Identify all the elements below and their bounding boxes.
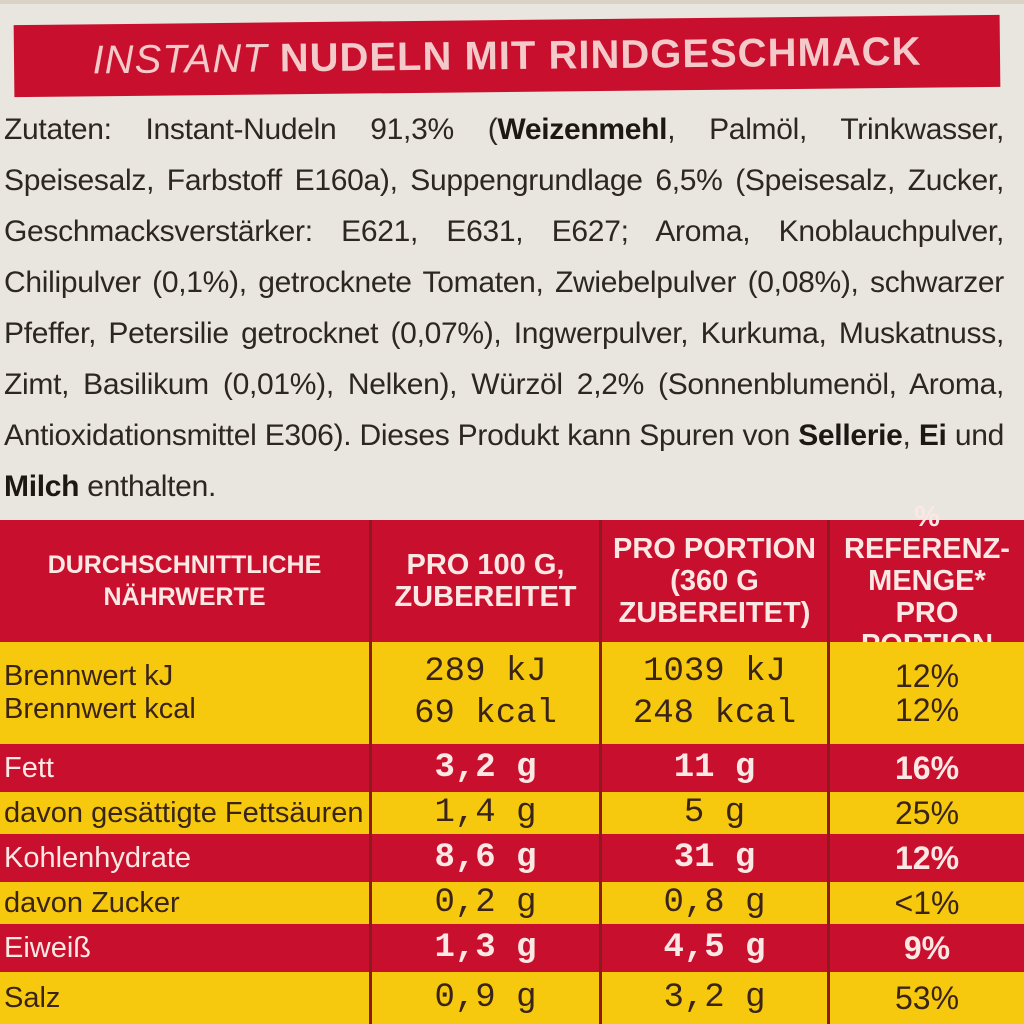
allergen-celery: Sellerie bbox=[798, 419, 903, 452]
row-sugar-label: davon Zucker bbox=[0, 882, 372, 924]
header-per-100g: PRO 100 g, ZUBEREITET bbox=[372, 520, 602, 642]
row-carbs-per100: 8,6 g bbox=[372, 834, 602, 882]
ingredients-part: und bbox=[946, 419, 1004, 452]
ingredients-part: , Palmöl, Trinkwasser, Speisesalz, Farbs… bbox=[4, 113, 1004, 452]
row-satfat-portion: 5 g bbox=[602, 792, 830, 834]
package-edge bbox=[0, 0, 1024, 4]
nutrition-table: DURCHSCHNITTLICHE NÄHRWERTE PRO 100 g, Z… bbox=[0, 501, 1024, 1024]
row-energy-label: Brennwert kJ Brennwert kcal bbox=[0, 642, 372, 744]
ingredients-part: , bbox=[902, 419, 919, 452]
row-protein-label: Eiweiß bbox=[0, 924, 372, 972]
energy-kj-portion: 1039 kJ bbox=[643, 653, 786, 691]
header-reference: % REFERENZ-MENGE* PRO PORTION bbox=[830, 501, 1024, 661]
energy-kcal-ref: 12% bbox=[894, 692, 960, 728]
row-fat-per100: 3,2 g bbox=[372, 744, 602, 792]
product-title-banner: INSTANT NUDELN MIT RINDGESCHMACK bbox=[13, 14, 1001, 98]
title-main: NUDELN MIT RINDGESCHMACK bbox=[279, 29, 922, 80]
energy-kcal-portion: 248 kcal bbox=[632, 695, 797, 733]
row-satfat-ref: 25% bbox=[830, 792, 1024, 834]
allergen-wheat: Weizenmehl bbox=[497, 113, 668, 146]
ingredients-text: Zutaten: Instant-Nudeln 91,3% (Weizenmeh… bbox=[4, 104, 1004, 512]
row-satfat-label: davon gesättigte Fettsäuren bbox=[0, 792, 372, 834]
row-protein-per100: 1,3 g bbox=[372, 924, 602, 972]
title-prefix: INSTANT bbox=[92, 36, 268, 82]
header-nutrients: DURCHSCHNITTLICHE NÄHRWERTE bbox=[0, 520, 372, 642]
energy-kj-label: Brennwert kJ bbox=[4, 660, 174, 692]
row-fat-portion: 11 g bbox=[602, 744, 830, 792]
row-carbs-portion: 31 g bbox=[602, 834, 830, 882]
row-salt-per100: 0,9 g bbox=[372, 972, 602, 1024]
allergen-milk: Milch bbox=[4, 470, 80, 503]
row-satfat-per100: 1,4 g bbox=[372, 792, 602, 834]
row-carbs-label: Kohlenhydrate bbox=[0, 834, 372, 882]
energy-kj-ref: 12% bbox=[894, 658, 960, 694]
header-per-portion: PRO PORTION (360 g ZUBEREITET) bbox=[602, 520, 830, 642]
row-energy-ref: 12% 12% bbox=[830, 642, 1024, 744]
row-sugar-ref: <1% bbox=[830, 882, 1024, 924]
row-sugar-portion: 0,8 g bbox=[602, 882, 830, 924]
row-salt-ref: 53% bbox=[830, 972, 1024, 1024]
row-energy-portion: 1039 kJ 248 kcal bbox=[602, 642, 830, 744]
row-protein-portion: 4,5 g bbox=[602, 924, 830, 972]
row-salt-label: Salz bbox=[0, 972, 372, 1024]
row-carbs-ref: 12% bbox=[830, 834, 1024, 882]
allergen-egg: Ei bbox=[918, 419, 947, 452]
ingredients-part: Zutaten: Instant-Nudeln 91,3% ( bbox=[4, 113, 498, 146]
row-fat-ref: 16% bbox=[830, 744, 1024, 792]
energy-kcal-per100: 69 kcal bbox=[414, 695, 557, 733]
row-fat-label: Fett bbox=[0, 744, 372, 792]
row-salt-portion: 3,2 g bbox=[602, 972, 830, 1024]
row-sugar-per100: 0,2 g bbox=[372, 882, 602, 924]
energy-kj-per100: 289 kJ bbox=[424, 653, 547, 691]
row-energy-per100: 289 kJ 69 kcal bbox=[372, 642, 602, 744]
row-protein-ref: 9% bbox=[830, 924, 1024, 972]
ingredients-part: enthalten. bbox=[79, 470, 216, 503]
energy-kcal-label: Brennwert kcal bbox=[4, 693, 196, 725]
